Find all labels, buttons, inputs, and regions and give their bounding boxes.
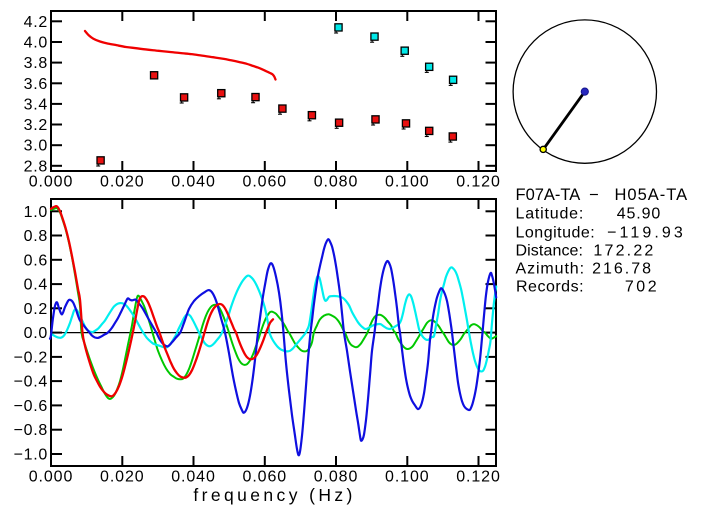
svg-text:0.060: 0.060 <box>243 469 288 486</box>
svg-text:H05A-TA: H05A-TA <box>615 186 689 204</box>
svg-text:45.90: 45.90 <box>617 206 662 223</box>
svg-text:Latitude:: Latitude: <box>516 206 585 223</box>
svg-text:Distance:: Distance: <box>516 242 584 259</box>
svg-text:Longitude:: Longitude: <box>516 224 596 241</box>
svg-text:−: − <box>589 186 599 204</box>
svg-text:2.8: 2.8 <box>24 158 48 175</box>
svg-text:216.78: 216.78 <box>592 261 653 278</box>
svg-text:0.060: 0.060 <box>243 174 288 191</box>
svg-text:F07A-TA: F07A-TA <box>516 186 581 204</box>
svg-text:0.120: 0.120 <box>456 469 501 486</box>
svg-text:−119.93: −119.93 <box>607 224 686 241</box>
svg-text:0.4: 0.4 <box>24 277 48 294</box>
svg-text:0.000: 0.000 <box>29 174 74 191</box>
svg-text:0.0: 0.0 <box>24 325 48 342</box>
svg-text:3.2: 3.2 <box>24 117 48 134</box>
svg-text:4.2: 4.2 <box>24 14 48 31</box>
svg-text:0.080: 0.080 <box>314 469 359 486</box>
svg-text:−0.2: −0.2 <box>14 349 48 366</box>
svg-text:−0.6: −0.6 <box>14 398 48 415</box>
svg-text:−0.4: −0.4 <box>14 374 48 391</box>
svg-text:0.040: 0.040 <box>171 174 216 191</box>
svg-text:0.6: 0.6 <box>24 252 48 269</box>
svg-text:0.020: 0.020 <box>100 174 145 191</box>
svg-text:1.0: 1.0 <box>24 204 48 221</box>
svg-text:172.22: 172.22 <box>593 242 655 259</box>
svg-text:0.000: 0.000 <box>29 469 74 486</box>
svg-text:3.6: 3.6 <box>24 76 48 93</box>
svg-text:4.0: 4.0 <box>24 34 48 51</box>
svg-text:0.100: 0.100 <box>385 174 430 191</box>
svg-text:frequency (Hz): frequency (Hz) <box>193 485 355 505</box>
svg-text:3.8: 3.8 <box>24 55 48 72</box>
svg-text:0.2: 0.2 <box>24 301 48 318</box>
svg-text:702: 702 <box>625 279 659 296</box>
svg-text:3.0: 3.0 <box>24 138 48 155</box>
svg-text:−0.8: −0.8 <box>14 422 48 439</box>
svg-text:0.040: 0.040 <box>171 469 216 486</box>
svg-text:Records:: Records: <box>516 279 584 296</box>
svg-text:−1.0: −1.0 <box>14 446 48 463</box>
svg-text:Azimuth:: Azimuth: <box>516 261 585 278</box>
svg-text:0.8: 0.8 <box>24 228 48 245</box>
svg-text:0.080: 0.080 <box>314 174 359 191</box>
svg-text:0.120: 0.120 <box>456 174 501 191</box>
svg-text:0.020: 0.020 <box>100 469 145 486</box>
svg-text:0.100: 0.100 <box>385 469 430 486</box>
svg-text:3.4: 3.4 <box>24 96 48 113</box>
